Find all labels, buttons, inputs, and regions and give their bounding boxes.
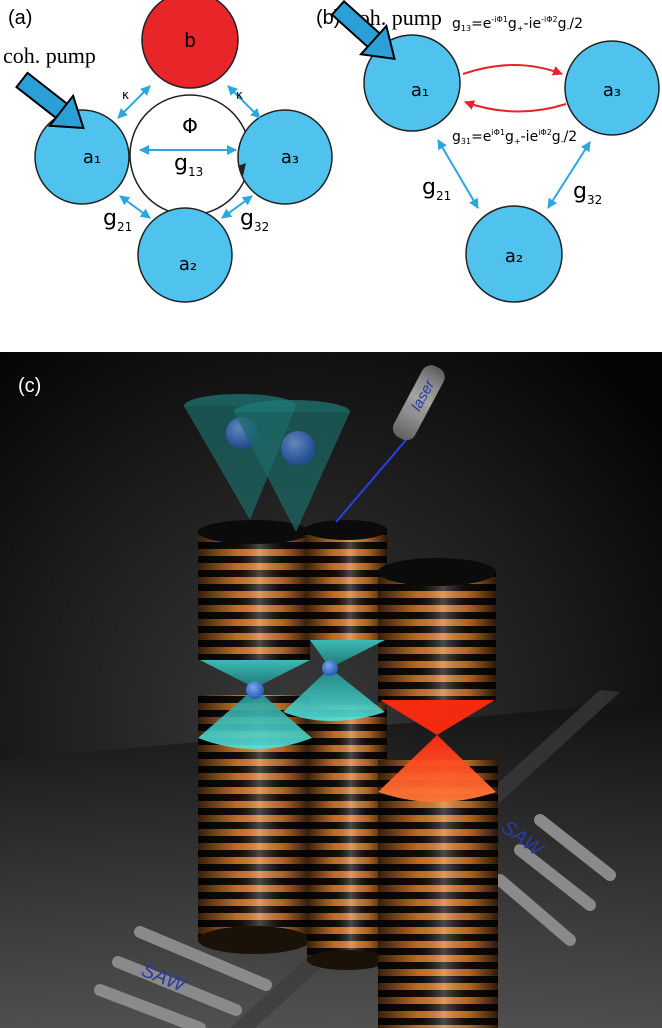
pump-label-a: coh. pump (3, 43, 96, 68)
cavity-mode-left (198, 660, 312, 749)
g32-arrow-b (547, 141, 591, 209)
g31-expression: g31=eiΦ1g+-ieiΦ2g-/2 (452, 128, 577, 146)
g32-letter: g (240, 206, 254, 231)
mode-a3-circle (237, 109, 333, 205)
panel-c: (c) SAW SAW (0, 352, 662, 1028)
mode-a3-circle-b (564, 40, 660, 136)
g32-arrow (221, 195, 253, 219)
svg-text:g31=eiΦ1g+-ieiΦ2g-/2: g31=eiΦ1g+-ieiΦ2g-/2 (452, 128, 577, 146)
quantum-dot-middle (322, 660, 338, 676)
g13-sub: 13 (188, 165, 203, 179)
mode-b-label: b (184, 30, 195, 52)
pillar-right-lower (378, 760, 498, 1028)
laser-beam (335, 439, 407, 523)
panel-a: (a) coh. pump b a₁ a₃ a₂ Φ g 13 κ κ g 21… (3, 0, 333, 303)
g31-red-arrow (464, 100, 567, 113)
pump-arrow-a (15, 71, 85, 130)
g32-sub-b: 32 (587, 193, 602, 207)
g21-arrow-b (437, 139, 479, 209)
panel-a-label: (a) (8, 7, 32, 29)
phase-ring (129, 94, 251, 216)
g21-sub-b: 21 (436, 189, 451, 203)
g13-red-arrow (462, 64, 563, 76)
svg-text:g13=e-iΦ1g+-ie-iΦ2g-/2: g13=e-iΦ1g+-ie-iΦ2g-/2 (452, 15, 583, 33)
mode-a2-circle (137, 207, 233, 303)
g21-arrow (119, 195, 151, 219)
input-cone-right (234, 400, 350, 532)
mode-a1-circle-b (363, 34, 461, 132)
pillar-right-upper (378, 558, 496, 702)
mode-a1-label-b: a₁ (411, 80, 429, 101)
g13-letter: g (174, 151, 188, 176)
pump-arrow-b (330, 0, 396, 61)
input-dot-right (281, 431, 315, 465)
mode-a1-circle (34, 109, 130, 205)
kappa-right-arrow (227, 85, 261, 119)
phase-direction-icon (238, 163, 246, 176)
cavity-mode-middle (283, 640, 385, 721)
mode-a2-circle-b (465, 205, 563, 303)
mode-a2-label-b: a₂ (505, 246, 523, 267)
mode-a3-label-b: a₃ (603, 80, 621, 101)
kappa-left-label: κ (122, 88, 129, 102)
pillar-middle-lower (307, 705, 387, 970)
phase-label: Φ (182, 114, 198, 138)
pillar-left-upper (198, 520, 310, 660)
g21-letter: g (103, 206, 117, 231)
g13-expression: g13=e-iΦ1g+-ie-iΦ2g-/2 (452, 15, 583, 33)
quantum-dot-left (246, 681, 264, 699)
g21-letter-b: g (422, 175, 436, 200)
panel-c-label: (c) (18, 375, 41, 397)
g32-sub: 32 (254, 220, 269, 234)
pillar-middle-upper (305, 520, 387, 640)
kappa-left-arrow (117, 85, 151, 119)
mode-a3-label: a₃ (281, 147, 299, 168)
g32-letter-b: g (573, 179, 587, 204)
kappa-right-label: κ (236, 88, 243, 102)
g21-sub: 21 (117, 220, 132, 234)
panel-b: (b) coh. pump a₁ a₃ a₂ g13=e-iΦ1g+-ie-iΦ… (316, 0, 660, 303)
mode-a1-label: a₁ (83, 147, 101, 168)
mode-a2-label: a₂ (179, 254, 197, 275)
cavity-mode-right (378, 700, 496, 802)
mode-b-circle (141, 0, 239, 89)
